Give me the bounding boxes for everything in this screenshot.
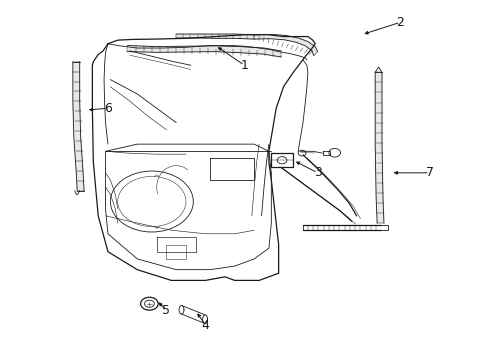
Text: 5: 5 — [162, 305, 170, 318]
Text: 6: 6 — [104, 102, 112, 115]
Text: 3: 3 — [313, 166, 321, 179]
Polygon shape — [73, 62, 84, 191]
Text: 4: 4 — [201, 319, 209, 332]
Polygon shape — [254, 35, 317, 55]
Text: 7: 7 — [425, 166, 433, 179]
Polygon shape — [127, 45, 281, 57]
Text: 2: 2 — [396, 16, 404, 29]
Polygon shape — [374, 72, 383, 223]
Polygon shape — [176, 34, 254, 39]
Text: 1: 1 — [240, 59, 248, 72]
